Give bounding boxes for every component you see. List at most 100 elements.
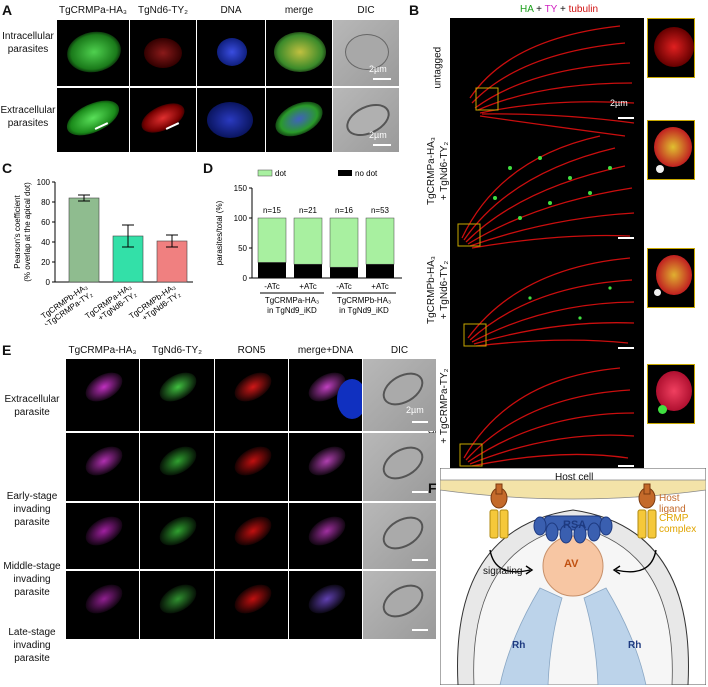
bar — [156, 240, 188, 283]
panel-a-row-label: Intracellular parasites — [2, 31, 54, 55]
inset-untagged — [647, 18, 695, 78]
panel-e-row-label: Early-stage invading parasite — [6, 491, 58, 528]
bar-dot — [293, 217, 323, 265]
micrograph-panel-e — [289, 359, 362, 431]
bar-no-dot — [366, 264, 394, 278]
panel-c-label: C — [2, 160, 13, 176]
micrograph-panel-e — [363, 571, 436, 639]
panel-e-col-header: TgNd6-TY₂ — [151, 345, 202, 356]
panel-e-row-label: Middle-stage invading parasite — [3, 561, 61, 598]
panel-a-col-header: merge — [284, 5, 314, 16]
micrograph-tgnd6 — [130, 88, 196, 152]
micrograph-panel-e — [215, 503, 288, 569]
micrograph-panel-e — [140, 571, 214, 639]
panel-d-label: D — [203, 160, 214, 176]
category-label: +ATc — [371, 282, 388, 291]
category-label: +ATc — [299, 282, 316, 291]
micrograph-panel-e — [289, 571, 362, 639]
y-tick-label: 20 — [41, 258, 50, 267]
bar — [68, 197, 100, 283]
y-tick-label: 60 — [41, 218, 50, 227]
micrograph-panel-e — [66, 359, 139, 431]
inset-crmpa-nd6 — [647, 120, 695, 180]
inset-crmpb-nd6 — [647, 248, 695, 308]
scalebar-label: 2µm — [369, 130, 387, 140]
panel-e-col-header: RON5 — [237, 345, 266, 356]
panel-e-row-label: Late-stage invading parasite — [8, 627, 56, 664]
rh-right-label: Rh — [628, 640, 642, 651]
count-label: n=21 — [299, 206, 318, 215]
micrograph-tgnd6 — [130, 20, 196, 86]
scalebar-label: 2µm — [610, 98, 628, 108]
y-tick-label: 80 — [41, 198, 50, 207]
legend-swatch-nodot — [338, 170, 352, 176]
panel-e-row-label: Extracellular parasite — [4, 394, 60, 418]
count-label: n=15 — [263, 206, 282, 215]
micrograph-tgcrmpa — [57, 88, 129, 152]
y-tick-label: 100 — [234, 214, 248, 223]
y-axis-label: parasites/total (%) — [215, 200, 224, 265]
bar-no-dot — [294, 264, 322, 278]
micrograph-panel-e — [215, 359, 288, 431]
legend-swatch-dot — [257, 169, 273, 177]
panel-e-col-header: DIC — [390, 345, 409, 356]
count-label: n=53 — [371, 206, 390, 215]
panel-b-micrographs — [450, 18, 644, 476]
category-label: TgCRMPb-HA₃+TgNd6-TY₂ — [127, 282, 182, 325]
micrograph-dic: 2µm — [333, 88, 399, 152]
panel-e-col-header: merge+DNA — [297, 345, 354, 356]
rh-left-label: Rh — [512, 640, 526, 651]
micrograph-panel-e — [140, 359, 214, 431]
panel-f-diagram — [440, 468, 706, 685]
panel-a-row-label: Extracellular parasites — [0, 105, 56, 129]
legend-tubulin: tubulin — [568, 4, 599, 15]
panel-b-row-label: TgCRMPa-HA₃ + TgNd6-TY₂ — [426, 137, 450, 205]
y-tick-label: 150 — [234, 184, 248, 193]
category-label: -ATc — [264, 282, 279, 291]
micrograph-panel-e — [289, 503, 362, 569]
micrograph-panel-e — [363, 433, 436, 501]
micrograph-dna — [197, 88, 265, 152]
panel-b-row-label: untagged — [432, 46, 444, 89]
y-tick-label: 40 — [41, 238, 50, 247]
bar-dot — [329, 217, 359, 268]
panel-b-row-label: TgCRMPb-HA₃ + TgNd6-TY₂ — [426, 256, 450, 324]
micrograph-panel-e — [140, 433, 214, 501]
chart-d: 0 50 100 150 parasites/total (%) dot no dot n=1… — [215, 169, 402, 315]
host-ligand-label: Host ligand — [659, 493, 686, 515]
bar-no-dot — [258, 262, 286, 278]
micrograph-panel-e — [289, 433, 362, 501]
chart-c: 0 20 40 60 80 100 Pearson's coefficient(% over… — [13, 178, 193, 325]
legend-plus: + — [533, 4, 545, 15]
host-cell-label: Host cell — [555, 472, 594, 483]
micrograph-panel-e — [66, 503, 139, 569]
micrograph-dna — [197, 20, 265, 86]
y-tick-label: 100 — [37, 178, 51, 187]
panel-e-col-header: TgCRMPa-HA₃ — [68, 345, 137, 356]
legend-ty: TY — [544, 4, 558, 15]
y-axis-label: Pearson's coefficient(% overlap at the a… — [13, 182, 32, 282]
micrograph-panel-e — [66, 571, 139, 639]
legend-label-nodot: no dot — [355, 169, 378, 178]
scalebar-label: 2µm — [406, 405, 424, 415]
y-tick-label: 0 — [243, 274, 248, 283]
micrograph-panel-e — [215, 571, 288, 639]
micrograph-tgcrmpa — [57, 20, 129, 86]
bar — [112, 235, 144, 283]
panel-f-label: F — [428, 480, 437, 496]
legend-plus: + — [557, 4, 569, 15]
panel-a-col-header: DIC — [357, 5, 375, 16]
legend-ha: HA — [520, 4, 534, 15]
micrograph-dic: 2µm — [333, 20, 399, 86]
bar-dot — [257, 217, 287, 263]
micrograph-merge — [266, 88, 332, 152]
micrograph-panel-e — [363, 503, 436, 569]
group-label: TgCRMPa-HA₃ in TgNd9_iKD — [265, 296, 319, 315]
micrograph-panel-e — [66, 433, 139, 501]
panel-b-label: B — [409, 2, 420, 18]
scalebar-label: 2µm — [369, 64, 387, 74]
category-label: -ATc — [336, 282, 351, 291]
group-label: TgCRMPb-HA₃ in TgNd9_iKD — [337, 296, 391, 315]
signaling-label: signaling — [483, 566, 523, 577]
y-tick-label: 50 — [238, 244, 247, 253]
